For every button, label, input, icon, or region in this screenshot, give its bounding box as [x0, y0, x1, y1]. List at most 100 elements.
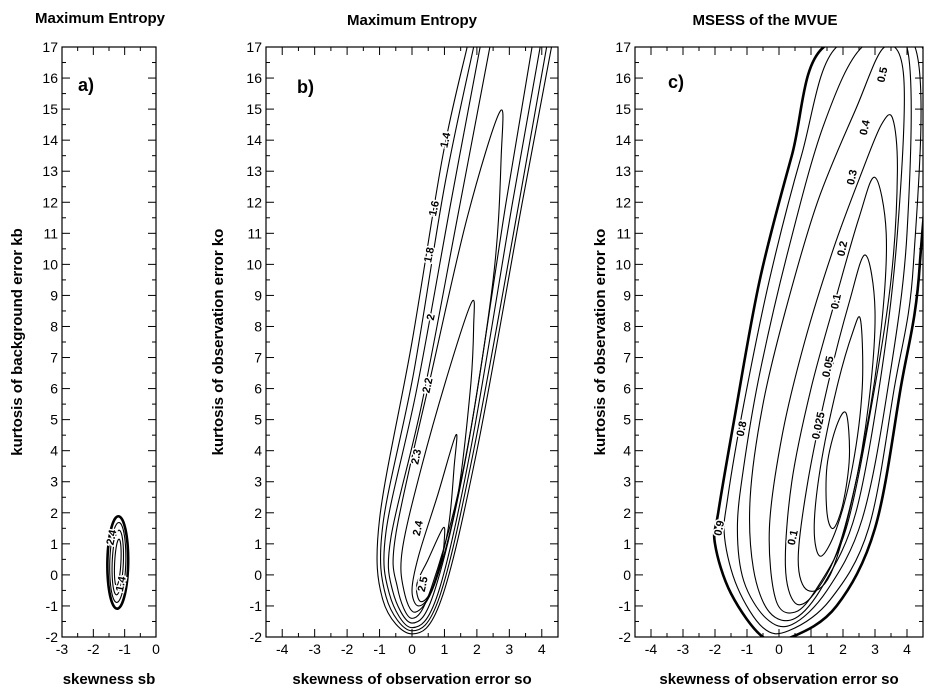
y-tick-label: 12	[615, 194, 631, 210]
contour-line-1.8	[383, 47, 541, 629]
y-tick-label: 1	[50, 536, 58, 552]
x-tick-label: -2	[341, 641, 354, 657]
y-tick-label: 4	[623, 443, 631, 459]
contour-group	[376, 47, 553, 635]
x-tick-label: -2	[709, 641, 722, 657]
panel-b: Maximum Entropy b) 1.4 1.6 1.8 2 2.2 2.3 2.4 2.5 -…	[210, 12, 559, 688]
y-tick-label: 13	[42, 163, 58, 179]
y-tick-label: -1	[250, 598, 263, 614]
contour-line-0.2	[784, 176, 887, 606]
x-tick-label: -1	[741, 641, 754, 657]
x-tick-label: 3	[505, 641, 513, 657]
contour-label: 2.5	[416, 575, 431, 592]
y-tick-label: 0	[50, 567, 58, 583]
y-tick-label: -2	[46, 629, 59, 645]
y-tick-label: 14	[42, 132, 58, 148]
y-tick-label: -1	[46, 598, 59, 614]
y-tick-label: 16	[42, 70, 58, 86]
contour-label: 2.2	[421, 377, 436, 394]
contour-group	[106, 514, 130, 610]
y-tick-label: 13	[246, 163, 262, 179]
y-tick-label: 11	[43, 225, 58, 241]
y-tick-label: 9	[254, 287, 262, 303]
y-tick-label: 17	[615, 39, 631, 55]
contour-label: 2.3	[409, 448, 424, 465]
y-tick-label: 11	[616, 225, 631, 241]
x-tick-label: -3	[56, 641, 69, 657]
y-tick-label: 15	[42, 101, 58, 117]
y-tick-label: 9	[50, 287, 58, 303]
y-tick-label: 7	[50, 350, 58, 366]
y-tick-label: 5	[254, 412, 262, 428]
contour-line-0.4	[749, 47, 905, 622]
y-tick-label: 8	[50, 318, 58, 334]
contour-label: 0.9	[712, 520, 727, 537]
contour-line-1.4	[376, 47, 553, 635]
contour-line-2.2	[392, 109, 504, 619]
y-tick-label: 2	[623, 505, 631, 521]
contour-line-ring0	[106, 514, 130, 610]
y-tick-label: 7	[623, 350, 631, 366]
contour-label: 0.8	[735, 420, 750, 437]
y-tick-label: 0	[623, 567, 631, 583]
x-tick-label: 1	[807, 641, 815, 657]
panel-c: MSESS of the MVUE c) 0.5 0.4 0.3 0.2 0.1 0.05 0.…	[592, 12, 924, 688]
tick-group: -4 -3 -2 -1 0 1 2 3 4-2-101234567891011121314151…	[246, 39, 559, 657]
y-tick-label: -2	[619, 629, 632, 645]
x-tick-label: -4	[645, 641, 658, 657]
x-tick-label: 0	[775, 641, 783, 657]
contour-label: 0.3	[845, 169, 860, 186]
x-tick-label: 0	[152, 641, 160, 657]
contour-label: 1.4	[439, 131, 454, 149]
y-tick-label: 4	[50, 443, 58, 459]
y-tick-label: 6	[254, 381, 262, 397]
contour-line-0.025	[825, 411, 851, 530]
y-tick-label: 8	[623, 318, 631, 334]
contour-label: 2.4	[411, 519, 426, 537]
y-tick-label: 15	[615, 101, 631, 117]
y-tick-label: 2	[254, 505, 262, 521]
panel-label: c)	[668, 72, 684, 92]
panel-title: Maximum Entropy	[35, 10, 166, 27]
panel-title: Maximum Entropy	[347, 12, 478, 29]
y-tick-label: 3	[50, 474, 58, 490]
y-tick-label: 14	[246, 132, 262, 148]
x-tick-label: -1	[118, 641, 131, 657]
y-tick-label: 1	[623, 536, 631, 552]
x-tick-label: -4	[276, 641, 289, 657]
contour-label: 2	[425, 313, 438, 321]
contour-label: 0.1	[786, 529, 801, 546]
y-tick-label: 12	[246, 194, 262, 210]
contour-label: 0.025	[810, 411, 827, 440]
contour-label: 1.8	[422, 246, 437, 263]
contour-label: 0.05	[820, 355, 836, 378]
panel-title: MSESS of the MVUE	[692, 12, 837, 29]
y-tick-label: 10	[42, 256, 58, 272]
y-tick-label: 10	[615, 256, 631, 272]
y-tick-label: -1	[619, 598, 632, 614]
y-tick-label: 0	[254, 567, 262, 583]
y-tick-label: 12	[42, 194, 58, 210]
x-tick-label: -3	[677, 641, 690, 657]
y-tick-label: 8	[254, 318, 262, 334]
y-tick-label: 16	[246, 70, 262, 86]
contour-line-0.1	[797, 254, 876, 592]
x-tick-label: -2	[87, 641, 100, 657]
contour-line-1.6	[379, 47, 548, 632]
y-tick-label: 9	[623, 287, 631, 303]
y-tick-label: 17	[246, 39, 262, 55]
y-tick-label: 6	[623, 381, 631, 397]
contour-line-0.05	[813, 316, 864, 557]
x-axis-label: skewness sb	[63, 671, 156, 688]
y-tick-label: 15	[246, 101, 262, 117]
contour-line-0.5	[736, 47, 912, 628]
y-axis-label: kurtosis of background error kb	[9, 228, 26, 456]
tick-group: -4 -3 -2 -1 0 1 2 3 4-2-101234567891011121314151…	[615, 39, 924, 657]
contour-line-ring2	[111, 529, 125, 596]
x-tick-label: 3	[871, 641, 879, 657]
y-tick-label: 16	[615, 70, 631, 86]
panel-label: a)	[78, 75, 94, 95]
